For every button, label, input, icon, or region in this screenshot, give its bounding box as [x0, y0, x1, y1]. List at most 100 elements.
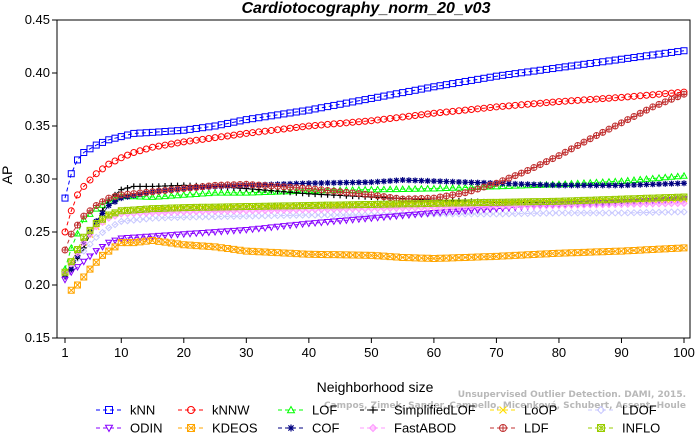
data-point-lof [392, 185, 401, 193]
data-point-ldof [361, 211, 369, 219]
data-point-ldf [161, 187, 169, 194]
data-point-ldf [642, 106, 650, 114]
data-point-ldf [86, 207, 94, 215]
data-point-lof [667, 172, 676, 180]
data-point-simplifiedlof [137, 183, 144, 190]
data-point-knn [86, 145, 94, 153]
data-point-ldof [155, 214, 163, 222]
data-point-inflo [111, 209, 119, 217]
data-point-ldof [561, 209, 569, 217]
data-point-lof [236, 188, 244, 196]
data-point-ldf [511, 172, 519, 180]
data-point-ldof [192, 213, 201, 221]
data-point-ldof [280, 211, 288, 220]
data-point-ldof [442, 210, 451, 218]
data-point-odin [361, 215, 369, 223]
legend-label: COF [312, 421, 340, 434]
data-point-cof [355, 179, 362, 186]
data-point-ldof [123, 217, 132, 225]
data-point-lof [417, 184, 426, 192]
data-point-lof [661, 173, 670, 181]
data-point-ldf [255, 181, 263, 189]
data-point-cof [343, 179, 350, 186]
data-point-ldof [530, 209, 538, 218]
data-point-odin [192, 230, 201, 238]
data-point-inflo [117, 207, 125, 215]
data-point-ldof [323, 211, 332, 219]
data-point-ldof [655, 208, 663, 216]
series-inflo [61, 193, 688, 276]
data-point-cof [568, 182, 575, 189]
data-point-cof [618, 182, 625, 189]
data-point-simplifiedlof [143, 183, 150, 190]
data-point-fastabod [667, 199, 676, 208]
legend-item-loop: LoOP [490, 403, 557, 418]
data-point-ldf [455, 190, 463, 198]
data-point-kdeos [136, 238, 144, 246]
legend-label: LOF [312, 403, 337, 418]
data-point-ldf [667, 95, 675, 103]
data-point-odin [373, 214, 382, 222]
data-point-ldf [661, 98, 669, 106]
data-point-lof [411, 184, 419, 192]
data-point-ldof [136, 215, 144, 224]
data-point-knnw [80, 182, 88, 190]
data-point-ldof [255, 212, 263, 220]
data-point-ldof [348, 211, 357, 219]
data-point-odin [411, 211, 419, 219]
legend: kNN kNNW LOF SimplifiedLOF LoOP LDOF ODIN KDEOS… [96, 403, 660, 434]
legend-label: kNN [130, 403, 155, 418]
data-point-cof [643, 181, 650, 188]
data-point-ldof [292, 211, 301, 219]
data-point-ldof [680, 208, 688, 216]
data-point-cof [505, 180, 512, 187]
data-point-cof [512, 180, 519, 187]
data-point-cof [68, 266, 75, 273]
data-point-lof [373, 185, 382, 193]
y-tick-label: 0.25 [25, 224, 50, 239]
legend-label: INFLO [622, 421, 660, 434]
series-knn [61, 47, 688, 202]
data-point-odin [73, 264, 82, 272]
data-point-cof [674, 180, 681, 187]
data-point-odin [86, 253, 94, 261]
data-point-ldof [542, 209, 551, 217]
legend-marker-cof [287, 424, 295, 432]
series-line-ldof [64, 211, 685, 275]
data-point-cof [668, 180, 675, 187]
data-point-cof [518, 181, 525, 188]
data-point-odin [417, 211, 426, 219]
data-point-lof [254, 188, 263, 196]
data-point-knnw [61, 228, 69, 236]
data-point-ldf [361, 190, 369, 198]
data-point-ldf [574, 142, 582, 149]
data-point-cof [299, 180, 306, 187]
data-point-cof [312, 180, 319, 187]
data-point-ldof [286, 211, 294, 220]
data-point-ldf [105, 194, 113, 202]
data-point-inflo [99, 215, 107, 223]
legend-marker-inflo [597, 424, 605, 432]
data-point-lof [248, 188, 257, 196]
data-point-ldof [180, 213, 188, 221]
data-point-ldof [611, 209, 619, 217]
series-knnw [61, 88, 688, 236]
data-point-knnw [99, 165, 107, 173]
series-kdeos [67, 236, 688, 294]
data-point-ldof [636, 208, 644, 217]
x-tick-label: 90 [614, 345, 628, 360]
data-point-cof [549, 182, 556, 189]
data-point-odin [161, 232, 169, 240]
data-point-cof [324, 179, 331, 186]
data-point-kdeos [111, 243, 119, 251]
data-point-ldof [355, 211, 363, 219]
data-point-ldof [480, 210, 488, 218]
data-point-cof [387, 177, 394, 184]
data-point-odin [405, 212, 413, 220]
data-point-ldf [249, 181, 257, 189]
data-point-ldf [261, 182, 269, 189]
data-point-kdeos [80, 273, 88, 281]
data-point-ldf [299, 184, 307, 192]
data-point-ldf [305, 185, 313, 192]
